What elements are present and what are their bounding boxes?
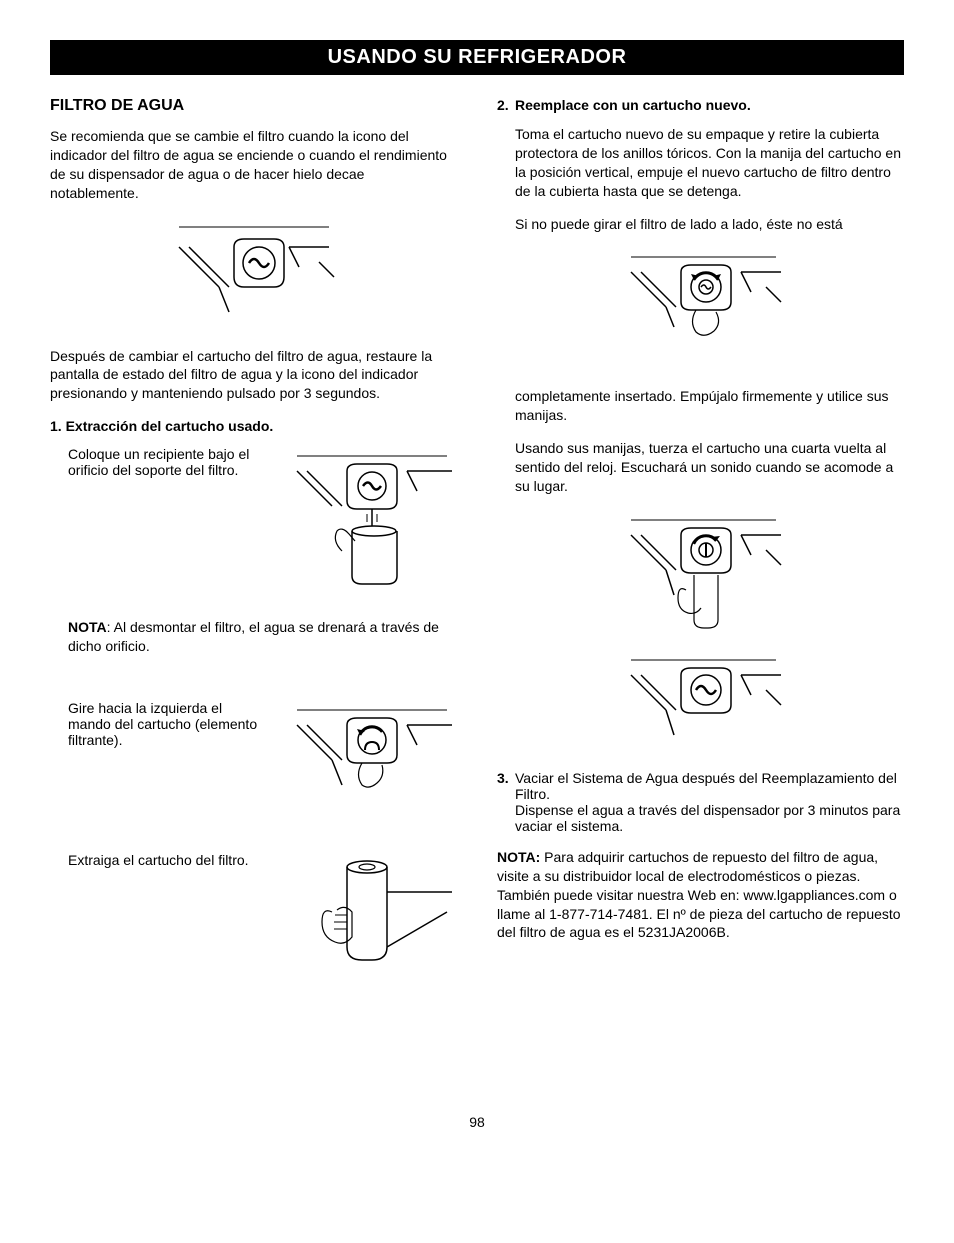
filter-title: FILTRO DE AGUA [50,97,457,115]
step3: 3. Vaciar el Sistema de Agua después del… [497,770,904,834]
note-label: NOTA [68,619,107,635]
step1c-row: Extraiga el cartucho del filtro. [68,852,457,972]
figure-remove-cartridge [297,852,457,972]
step1b-row: Gire hacia la izquierda el mando del car… [68,700,457,810]
figure-twist-lock [497,510,904,640]
step2-heading: 2. Reemplace con un cartucho nuevo. [497,97,904,113]
step2-para-b: Si no puede girar el filtro de lado a la… [515,215,904,234]
step1a-row: Coloque un recipiente bajo el orificio d… [68,446,457,596]
intro-para-2: Después de cambiar el cartucho del filtr… [50,347,457,404]
page-number: 98 [50,1114,904,1130]
installed-icon [616,650,786,750]
figure-cup-under-filter [277,446,457,596]
note2-body: Para adquirir cartuchos de repuesto del … [497,849,901,941]
step1b-text: Gire hacia la izquierda el mando del car… [68,700,259,748]
step2-para-a: Toma el cartucho nuevo de su empaque y r… [515,125,904,201]
cup-diagram-icon [277,446,457,596]
section-banner: USANDO SU REFRIGERADOR [50,40,904,75]
step1c-text: Extraiga el cartucho del filtro. [68,852,279,868]
turn-left-diagram-icon [277,700,457,810]
remove-cartridge-icon [297,852,457,972]
note2-label: NOTA: [497,849,540,865]
step2-title: Reemplace con un cartucho nuevo. [515,97,904,113]
two-column-layout: FILTRO DE AGUA Se recomienda que se camb… [50,97,904,994]
step3-line1: Vaciar el Sistema de Agua después del Re… [515,770,897,802]
step2-para-d: Usando sus manijas, tuerza el cartucho u… [515,439,904,496]
figure-installed [497,650,904,750]
figure-turn-left [277,700,457,810]
note-1: NOTA: Al desmontar el filtro, el agua se… [68,618,457,656]
note-body: Al desmontar el filtro, el agua se drena… [68,619,439,654]
note-2: NOTA: Para adquirir cartuchos de repuest… [497,848,904,942]
intro-para-1: Se recomienda que se cambie el filtro cu… [50,127,457,203]
step2-para-c: completamente insertado. Empújalo firmem… [515,387,904,425]
step1-heading: 1. Extracción del cartucho usado. [50,417,457,436]
step1a-text: Coloque un recipiente bajo el orificio d… [68,446,259,478]
left-column: FILTRO DE AGUA Se recomienda que se camb… [50,97,457,994]
step3-num: 3. [497,770,515,834]
step2-num: 2. [497,97,515,113]
figure-filter-indicator [50,217,457,327]
step3-line2: Dispense el agua a través del dispensado… [515,802,900,834]
insert-twist-icon [616,247,786,367]
twist-lock-icon [616,510,786,640]
filter-diagram-icon [169,217,339,327]
figure-insert-twist [497,247,904,367]
note-sep: : [107,619,114,635]
right-column: 2. Reemplace con un cartucho nuevo. Toma… [497,97,904,994]
